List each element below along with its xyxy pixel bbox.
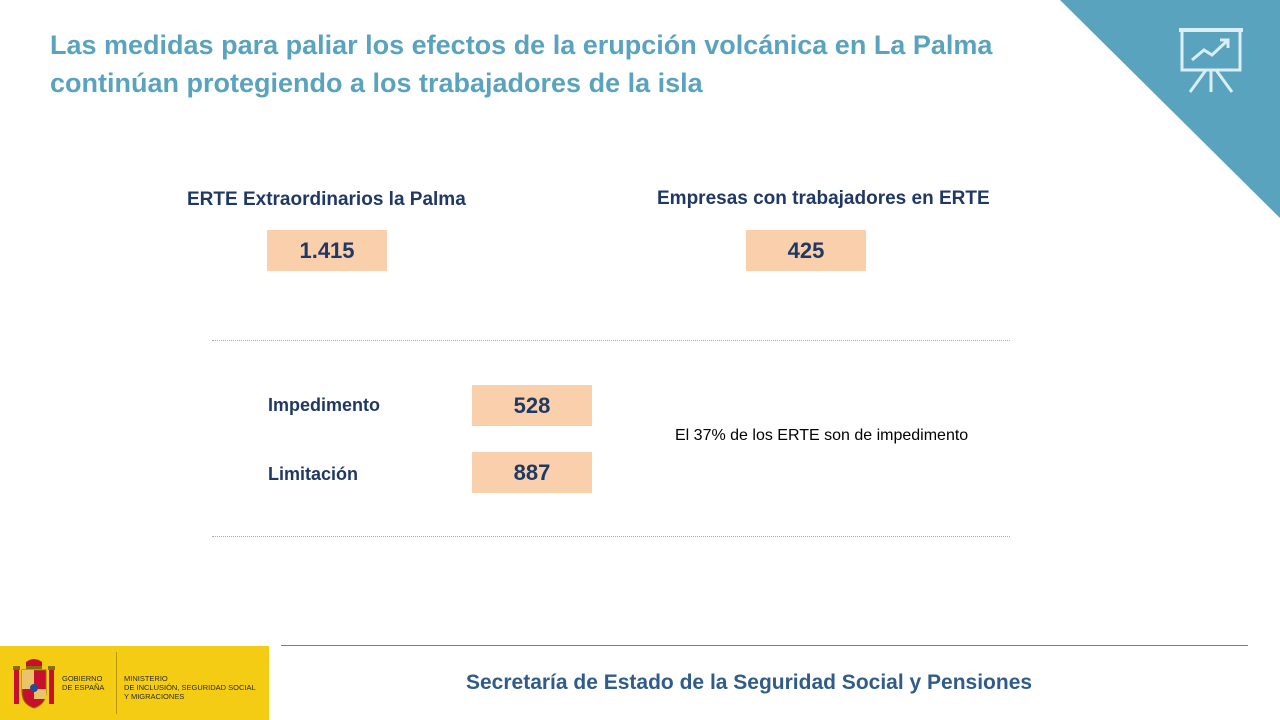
limitacion-value: 887 [472, 452, 592, 493]
slide-title: Las medidas para paliar los efectos de l… [50, 26, 1050, 102]
gobierno-line-1: GOBIERNO [62, 674, 103, 683]
coat-of-arms-icon [13, 659, 55, 709]
slide-title-line-2: continúan protegiendo a los trabajadores… [50, 68, 703, 98]
impedimento-note: El 37% de los ERTE son de impedimento [675, 427, 969, 444]
erte-label: ERTE Extraordinarios la Palma [187, 189, 466, 210]
empresas-label: Empresas con trabajadores en ERTE [657, 188, 990, 209]
gobierno-text: GOBIERNO DE ESPAÑA [62, 674, 112, 692]
limitacion-label: Limitación [268, 464, 359, 484]
presentation-chart-icon [1179, 28, 1243, 93]
erte-value: 1.415 [267, 230, 387, 271]
corner-decoration [1060, 0, 1280, 218]
divider-top [212, 340, 1010, 341]
impedimento-label: Impedimento [268, 395, 381, 415]
ministerio-text: MINISTERIO DE INCLUSIÓN, SEGURIDAD SOCIA… [124, 674, 264, 701]
logo-separator [116, 652, 117, 714]
footer-divider [281, 645, 1248, 646]
ministerio-line-2: DE INCLUSIÓN, SEGURIDAD SOCIAL [124, 683, 256, 692]
gobierno-line-2: DE ESPAÑA [62, 683, 105, 692]
government-logo: GOBIERNO DE ESPAÑA MINISTERIO DE INCLUSI… [0, 646, 269, 720]
impedimento-value: 528 [472, 385, 592, 426]
footer-text: Secretaría de Estado de la Seguridad Soc… [466, 671, 1033, 694]
divider-bottom [212, 536, 1010, 537]
ministerio-line-3: Y MIGRACIONES [124, 692, 185, 701]
slide-title-line-1: Las medidas para paliar los efectos de l… [50, 30, 993, 60]
ministerio-line-1: MINISTERIO [124, 674, 168, 683]
empresas-value: 425 [746, 230, 866, 271]
